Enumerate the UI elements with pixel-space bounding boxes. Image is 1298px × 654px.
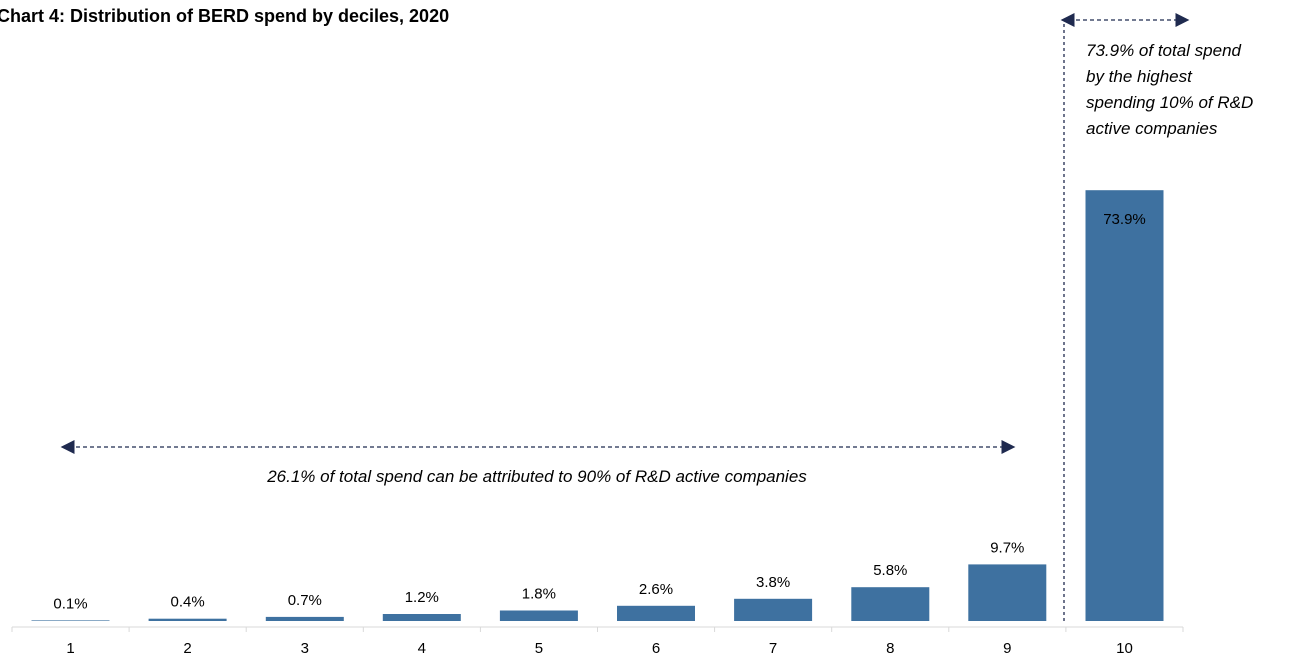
x-tick-label-7: 7 xyxy=(769,640,777,654)
data-label-decile-2: 0.4% xyxy=(170,594,204,611)
x-tick-label-3: 3 xyxy=(301,640,309,654)
bar-decile-1 xyxy=(31,620,110,621)
x-tick-label-9: 9 xyxy=(1003,640,1011,654)
lower-annotation: 26.1% of total spend can be attributed t… xyxy=(266,467,807,486)
bar-decile-7 xyxy=(734,598,813,621)
upper-annotation-line: 73.9% of total spend xyxy=(1086,41,1242,60)
data-label-decile-7: 3.8% xyxy=(756,574,790,591)
data-labels: 0.1% 0.4% 0.7% 1.2% 1.8% 2.6% 3.8% 5.8% 9.7% 73.9… xyxy=(53,211,1145,612)
data-label-decile-1: 0.1% xyxy=(53,595,87,612)
x-tick-label-6: 6 xyxy=(652,640,660,654)
data-label-decile-4: 1.2% xyxy=(405,589,439,606)
x-axis-tick-labels: 1 2 3 4 5 6 7 8 9 10 xyxy=(66,640,1133,654)
x-tick-label-10: 10 xyxy=(1116,640,1133,654)
x-axis-ticks xyxy=(11,627,1184,632)
data-label-decile-8: 5.8% xyxy=(873,562,907,579)
upper-annotation-line: by the highest xyxy=(1086,67,1193,86)
bar-decile-2 xyxy=(148,618,227,621)
data-label-decile-9: 9.7% xyxy=(990,539,1024,556)
data-label-decile-5: 1.8% xyxy=(522,586,556,603)
chart-title: Chart 4: Distribution of BERD spend by d… xyxy=(0,6,449,26)
bar-decile-3 xyxy=(265,616,344,621)
x-tick-label-2: 2 xyxy=(183,640,191,654)
bar-decile-10 xyxy=(1085,190,1164,621)
x-tick-label-8: 8 xyxy=(886,640,894,654)
x-tick-label-5: 5 xyxy=(535,640,543,654)
data-label-decile-10: 73.9% xyxy=(1103,211,1146,228)
data-label-decile-6: 2.6% xyxy=(639,581,673,598)
bar-decile-8 xyxy=(851,587,930,621)
upper-annotation: 73.9% of total spend by the highest spen… xyxy=(1086,41,1258,138)
bar-decile-5 xyxy=(499,610,578,621)
x-tick-label-4: 4 xyxy=(418,640,426,654)
bar-decile-4 xyxy=(382,614,461,621)
data-label-decile-3: 0.7% xyxy=(288,592,322,609)
upper-annotation-line: spending 10% of R&D xyxy=(1086,93,1253,112)
bar-decile-9 xyxy=(968,564,1047,621)
bars xyxy=(31,190,1164,621)
upper-annotation-line: active companies xyxy=(1086,119,1218,138)
bar-decile-6 xyxy=(617,605,695,621)
x-tick-label-1: 1 xyxy=(66,640,74,654)
